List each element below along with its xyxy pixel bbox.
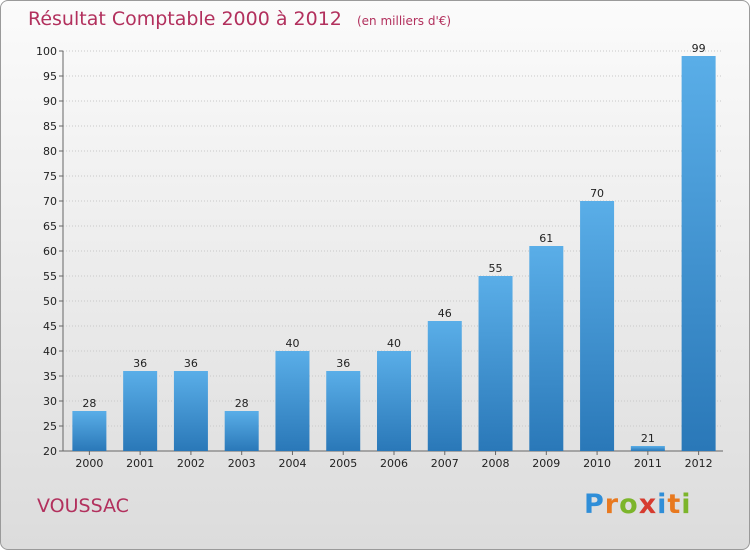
chart-title: Résultat Comptable 2000 à 2012 — [28, 8, 342, 30]
x-tick-label: 2000 — [75, 457, 103, 470]
bar-value-label: 99 — [692, 42, 706, 55]
bar — [427, 321, 462, 451]
y-tick-label: 30 — [43, 395, 57, 408]
brand-letter: P — [584, 489, 605, 520]
brand-letter: i — [681, 489, 692, 520]
x-tick-label: 2006 — [380, 457, 408, 470]
title-block: Résultat Comptable 2000 à 2012 (en milli… — [28, 8, 451, 30]
y-tick-label: 40 — [43, 345, 57, 358]
bar-value-label: 40 — [285, 337, 299, 350]
x-tick-label: 2004 — [278, 457, 306, 470]
x-tick-label: 2011 — [634, 457, 662, 470]
bar-value-label: 21 — [641, 432, 655, 445]
y-tick-label: 25 — [43, 420, 57, 433]
y-tick-label: 50 — [43, 295, 57, 308]
bar-value-label: 28 — [82, 397, 96, 410]
bar — [173, 371, 208, 451]
bar-value-label: 28 — [235, 397, 249, 410]
y-tick-label: 80 — [43, 145, 57, 158]
x-tick-label: 2010 — [583, 457, 611, 470]
bar — [478, 276, 513, 451]
brand-logo: Proxiti — [584, 489, 692, 520]
y-tick-label: 55 — [43, 270, 57, 283]
x-tick-label: 2012 — [685, 457, 713, 470]
labels: 28 36 36 28 40 36 40 46 55 61 70 21 99 — [82, 42, 705, 445]
y-tick-label: 20 — [43, 445, 57, 458]
chart-subtitle: (en milliers d'€) — [356, 14, 452, 28]
bar — [681, 56, 716, 451]
bar-value-label: 36 — [133, 357, 147, 370]
brand-letter: x — [638, 489, 658, 520]
y-tick-label: 75 — [43, 170, 57, 183]
bar-value-label: 55 — [489, 262, 503, 275]
brand-letter: o — [619, 489, 639, 520]
x-tick-label: 2007 — [431, 457, 459, 470]
bar — [72, 411, 107, 451]
y-tick-label: 90 — [43, 95, 57, 108]
x-tick-label: 2001 — [126, 457, 154, 470]
bar-value-label: 61 — [539, 232, 553, 245]
bar-value-label: 36 — [336, 357, 350, 370]
bar — [123, 371, 158, 451]
bar — [630, 446, 665, 451]
y-tick-label: 60 — [43, 245, 57, 258]
y-tick-label: 35 — [43, 370, 57, 383]
bar — [275, 351, 310, 451]
y-tick-label: 85 — [43, 120, 57, 133]
y-tick-label: 100 — [36, 45, 57, 58]
bar — [326, 371, 361, 451]
x-tick-label: 2005 — [329, 457, 357, 470]
bar — [224, 411, 259, 451]
x-tick-label: 2009 — [532, 457, 560, 470]
brand-letter: t — [667, 489, 682, 520]
x-tick-label: 2008 — [482, 457, 510, 470]
y-tick-label: 45 — [43, 320, 57, 333]
bar — [580, 201, 615, 451]
bar-value-label: 70 — [590, 187, 604, 200]
y-tick-label: 95 — [43, 70, 57, 83]
x-tick-label: 2002 — [177, 457, 205, 470]
bar-value-label: 46 — [438, 307, 452, 320]
bar-value-label: 40 — [387, 337, 401, 350]
y-tick-label: 65 — [43, 220, 57, 233]
brand-letter: r — [604, 489, 620, 520]
brand-letter: i — [657, 489, 668, 520]
town-name: VOUSSAC — [37, 495, 129, 517]
bars — [72, 56, 716, 451]
bar-value-label: 36 — [184, 357, 198, 370]
y-tick-label: 70 — [43, 195, 57, 208]
bar — [529, 246, 564, 451]
x-tick-label: 2003 — [228, 457, 256, 470]
bar — [377, 351, 411, 451]
